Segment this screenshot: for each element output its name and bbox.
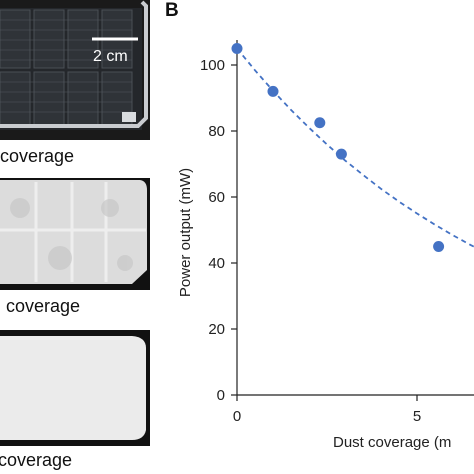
- data-point: [433, 241, 445, 252]
- x-tick-label: 0: [233, 408, 241, 425]
- data-point: [231, 43, 243, 54]
- y-tick-label: 60: [208, 189, 225, 206]
- x-tick-label: 5: [413, 408, 421, 425]
- caption-top: coverage: [0, 146, 75, 166]
- panel-b-label: B: [165, 0, 179, 21]
- y-tick-label: 40: [208, 255, 225, 272]
- solar-panel-full-dust-photo: [0, 330, 150, 446]
- data-point: [335, 148, 347, 160]
- y-tick-label: 80: [208, 123, 225, 140]
- solar-panel-full-dust-image: [0, 330, 150, 446]
- x-axis-label: Dust coverage (m: [333, 434, 451, 451]
- caption-bottom: coverage: [0, 450, 73, 470]
- solar-panel-partial-dust-photo: [0, 178, 150, 290]
- data-point: [267, 85, 279, 97]
- y-axis-label: Power output (mW): [177, 168, 194, 297]
- solar-panel-clean-photo: 2 cm: [0, 0, 150, 140]
- y-tick-label: 100: [200, 57, 225, 74]
- y-tick-label: 0: [217, 387, 225, 404]
- solar-panel-clean-image: 2 cm: [0, 0, 150, 140]
- data-point: [314, 117, 326, 129]
- scale-bar-label: 2 cm: [93, 48, 128, 65]
- y-tick-label: 20: [208, 321, 225, 338]
- caption-middle: coverage: [6, 296, 81, 316]
- solar-panel-partial-dust-image: [0, 178, 150, 290]
